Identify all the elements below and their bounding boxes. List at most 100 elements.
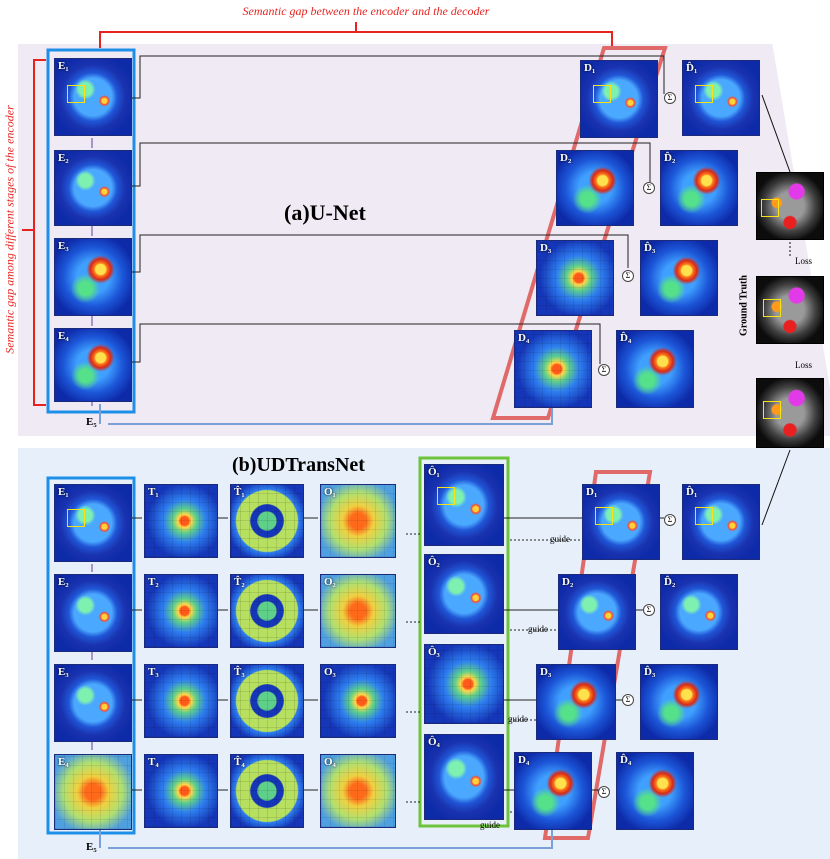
skip-line-4 <box>131 323 601 364</box>
tile-label: D̂₂ <box>664 152 676 164</box>
e5-line-a <box>99 404 553 425</box>
sum-node: Σ <box>622 694 634 706</box>
udtransnet-encoder-e3: E₃ <box>54 664 132 742</box>
unet-output-d3: D̂₃ <box>640 240 718 316</box>
skip-line-2 <box>131 142 651 187</box>
tile-label: T₂ <box>148 576 159 588</box>
unet-output-d4: D̂₄ <box>616 330 694 408</box>
o1-map: O₁ <box>320 484 396 558</box>
sum-node: Σ <box>643 182 655 194</box>
roi-box <box>67 509 85 527</box>
o-hat2-map: Ô₂ <box>424 554 504 634</box>
tile-label: T̂₂ <box>234 576 245 588</box>
guide-arrows <box>508 539 580 813</box>
t1-map: T₁ <box>144 484 218 558</box>
udtransnet-decoder-d1: D₁ <box>582 484 660 560</box>
tile-label: E₂ <box>58 576 69 588</box>
tile-label: D₃ <box>540 242 552 254</box>
output-to-gt-line-a <box>761 94 791 173</box>
unet-encoder-e4: E₄ <box>54 328 132 402</box>
tile-label: Ô₃ <box>428 646 440 658</box>
tile-label: Ô₁ <box>428 466 440 478</box>
tile-label: T̂₄ <box>234 756 245 768</box>
encoder-stages-gap-bracket <box>33 59 46 406</box>
o4-map: O₄ <box>320 754 396 828</box>
t-hat1-map: T̂₁ <box>230 484 304 558</box>
tile-label: T̂₁ <box>234 486 245 498</box>
udtransnet-encoder-e4: E₄ <box>54 754 132 830</box>
udtransnet-title: (b)UDTransNet <box>232 454 365 476</box>
encoder-decoder-gap-bracket <box>99 31 613 48</box>
unet-encoder-e3: E₃ <box>54 238 132 316</box>
o-hat1-map: Ô₁ <box>424 464 504 546</box>
unet-decoder-frame <box>490 46 668 420</box>
ground-truth-image-1 <box>756 172 824 240</box>
tile-label: O₂ <box>324 576 336 588</box>
unet-decoder-d3: D₃ <box>536 240 614 316</box>
loss-label-bottom: Loss <box>795 360 813 370</box>
udtransnet-encoder-e2: E₂ <box>54 574 132 652</box>
t-hat3-map: T̂₃ <box>230 664 304 738</box>
tile-label: D̂₄ <box>620 754 632 766</box>
ground-truth-label: Ground Truth <box>738 275 750 336</box>
roi-box <box>695 85 713 103</box>
unet-encoder-frame <box>46 48 136 414</box>
sum-node: Σ <box>643 604 655 616</box>
roi-box <box>437 487 455 505</box>
t2-map: T₂ <box>144 574 218 648</box>
guide-label: guide <box>508 714 528 724</box>
tile-label: D̂₂ <box>664 576 676 588</box>
udtransnet-output-d1: D̂₁ <box>682 484 760 560</box>
tile-label: O₃ <box>324 666 336 678</box>
udtransnet-decoder-d2: D₂ <box>558 574 636 650</box>
unet-decoder-d2: D₂ <box>556 150 634 226</box>
o-hat3-map: Ô₃ <box>424 644 504 724</box>
t-chain-arrows <box>131 517 318 791</box>
tile-label: D₁ <box>586 486 598 498</box>
guide-label: guide <box>528 624 548 634</box>
tile-label: E₂ <box>58 152 69 164</box>
side-caption: Semantic gap among different stages of t… <box>2 105 17 354</box>
unet-bottleneck-label: E₅ <box>86 416 97 428</box>
unet-encoder-e1: E₁ <box>54 58 132 136</box>
roi-box <box>593 85 611 103</box>
tile-label: D₄ <box>518 754 530 766</box>
unet-decoder-d4: D₄ <box>514 330 592 408</box>
skip-line-3 <box>131 234 629 273</box>
roi-box <box>763 401 781 419</box>
roi-box <box>763 299 781 317</box>
tile-label: E₁ <box>58 486 69 498</box>
udtransnet-decoder-d4: D₄ <box>514 752 592 830</box>
tile-label: D̂₁ <box>686 62 698 74</box>
tile-label: D̂₁ <box>686 486 698 498</box>
t-hat2-map: T̂₂ <box>230 574 304 648</box>
ground-truth-image-3 <box>756 378 824 448</box>
tile-label: E₁ <box>58 60 69 72</box>
skip-line-1 <box>131 55 665 99</box>
tile-label: T₃ <box>148 666 159 678</box>
sum-node: Σ <box>664 514 676 526</box>
tile-label: D̂₃ <box>644 242 656 254</box>
tile-label: E₄ <box>58 330 69 342</box>
o-hat-frame <box>418 456 510 828</box>
tile-label: D₂ <box>560 152 572 164</box>
roi-box <box>67 85 85 103</box>
tile-label: Ô₂ <box>428 556 440 568</box>
roi-box <box>761 199 779 217</box>
udtransnet-decoder-d3: D₃ <box>536 664 616 740</box>
tile-label: E₃ <box>58 240 69 252</box>
udtransnet-bottleneck-label: E₅ <box>86 841 97 853</box>
tile-label: D̂₃ <box>644 666 656 678</box>
t3-map: T₃ <box>144 664 218 738</box>
tile-label: Ô₄ <box>428 736 440 748</box>
e5-line-b <box>99 828 553 849</box>
udtransnet-encoder-frame <box>46 476 136 835</box>
unet-decoder-d1: D₁ <box>580 60 658 138</box>
tile-label: D₄ <box>518 332 530 344</box>
udtransnet-output-d2: D̂₂ <box>660 574 738 650</box>
sum-node: Σ <box>598 786 610 798</box>
tile-label: T₁ <box>148 486 159 498</box>
tile-label: D̂₄ <box>620 332 632 344</box>
guide-label: guide <box>480 820 500 830</box>
unet-output-d1: D̂₁ <box>682 60 760 136</box>
